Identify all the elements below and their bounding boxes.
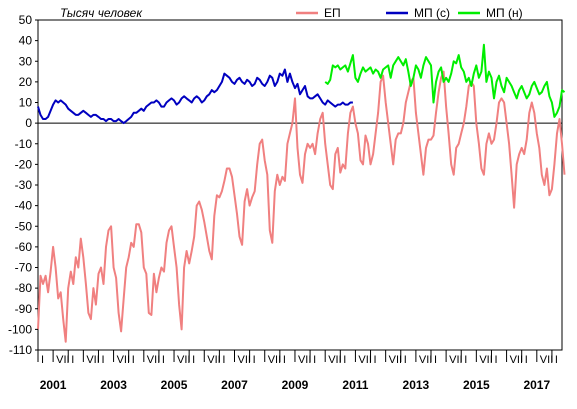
- x-tick-label: I: [132, 354, 135, 366]
- x-tick-label: VII: [86, 354, 99, 366]
- y-tick-label: 0: [25, 116, 32, 130]
- legend-label-1: ЕП: [324, 6, 341, 20]
- x-tick-label: I: [101, 354, 104, 366]
- x-tick-label: VII: [540, 354, 553, 366]
- y-tick-label: 40: [19, 34, 33, 48]
- y-tick-label: -20: [15, 157, 33, 171]
- year-label: 2011: [342, 378, 368, 392]
- x-tick-label: I: [404, 354, 407, 366]
- x-tick-label: VII: [449, 354, 462, 366]
- year-label: 2005: [161, 378, 188, 392]
- year-label: 2013: [403, 378, 430, 392]
- x-tick-label: I: [343, 354, 346, 366]
- y-tick-label: 10: [19, 96, 33, 110]
- x-tick-label: I: [283, 354, 286, 366]
- year-label: 2017: [523, 378, 550, 392]
- x-axis-ticks: I VII I VII I VII I VII I VII I VII I VII I VII I VII I VII…: [37, 350, 558, 392]
- axes: [37, 19, 563, 351]
- year-label: 2009: [282, 378, 309, 392]
- y-tick-label: 50: [19, 13, 33, 27]
- y-tick-label: -70: [15, 261, 33, 275]
- y-tick-label: -30: [15, 178, 33, 192]
- legend-label-2: МП (с): [414, 6, 450, 20]
- x-tick-label: VII: [479, 354, 492, 366]
- x-tick-label: I: [525, 354, 528, 366]
- x-tick-label: I: [222, 354, 225, 366]
- unit-label: Тысяч человек: [60, 6, 143, 20]
- x-tick-label: VII: [268, 354, 281, 366]
- x-tick-label: I: [41, 354, 44, 366]
- x-tick-label: VII: [298, 354, 311, 366]
- y-tick-label: -40: [15, 199, 33, 213]
- series-line-3: [324, 43, 566, 118]
- y-tick-label: -110: [9, 343, 32, 357]
- y-tick-label: -100: [8, 322, 32, 336]
- x-tick-label: I: [313, 354, 316, 366]
- x-tick-label: VII: [56, 354, 69, 366]
- x-tick-label: VII: [238, 354, 251, 366]
- y-tick-label: -60: [15, 240, 33, 254]
- x-tick-label: I: [71, 354, 74, 366]
- x-tick-label: VII: [117, 354, 130, 366]
- y-tick-label: -50: [15, 219, 33, 233]
- x-tick-label: I: [434, 354, 437, 366]
- x-tick-label: I: [253, 354, 256, 366]
- year-label: 2003: [100, 378, 127, 392]
- legend: ЕП МП (с) МП (н): [296, 6, 523, 20]
- year-label: 2001: [40, 378, 67, 392]
- series-line-1: [37, 70, 566, 343]
- x-tick-label: I: [464, 354, 467, 366]
- x-tick-label: VII: [419, 354, 432, 366]
- series-line-2: [37, 68, 353, 125]
- y-tick-label: -80: [15, 281, 33, 295]
- plot-frame: [37, 19, 563, 351]
- y-tick-label: 30: [19, 54, 33, 68]
- x-tick-label: I: [374, 354, 377, 366]
- x-tick-label: I: [192, 354, 195, 366]
- x-tick-label: VII: [389, 354, 402, 366]
- y-tick-label: 20: [19, 75, 33, 89]
- y-tick-label: -90: [15, 302, 33, 316]
- x-tick-label: I: [162, 354, 165, 366]
- x-tick-label: VII: [358, 354, 371, 366]
- y-tick-label: -10: [15, 137, 33, 151]
- x-tick-label: VII: [177, 354, 190, 366]
- year-label: 2007: [221, 378, 248, 392]
- x-tick-label: I: [555, 354, 558, 366]
- series-layer: [37, 43, 566, 343]
- x-tick-label: VII: [147, 354, 160, 366]
- year-label: 2015: [463, 378, 490, 392]
- x-tick-label: VII: [510, 354, 523, 366]
- legend-label-3: МП (н): [486, 6, 523, 20]
- x-tick-label: VII: [207, 354, 220, 366]
- y-axis-ticks: 50 40 30 20 10 0 -10 -20 -30 -40 -50 -60 -70 -80 -90 -1…: [8, 13, 38, 357]
- x-tick-label: VII: [328, 354, 341, 366]
- x-tick-label: I: [494, 354, 497, 366]
